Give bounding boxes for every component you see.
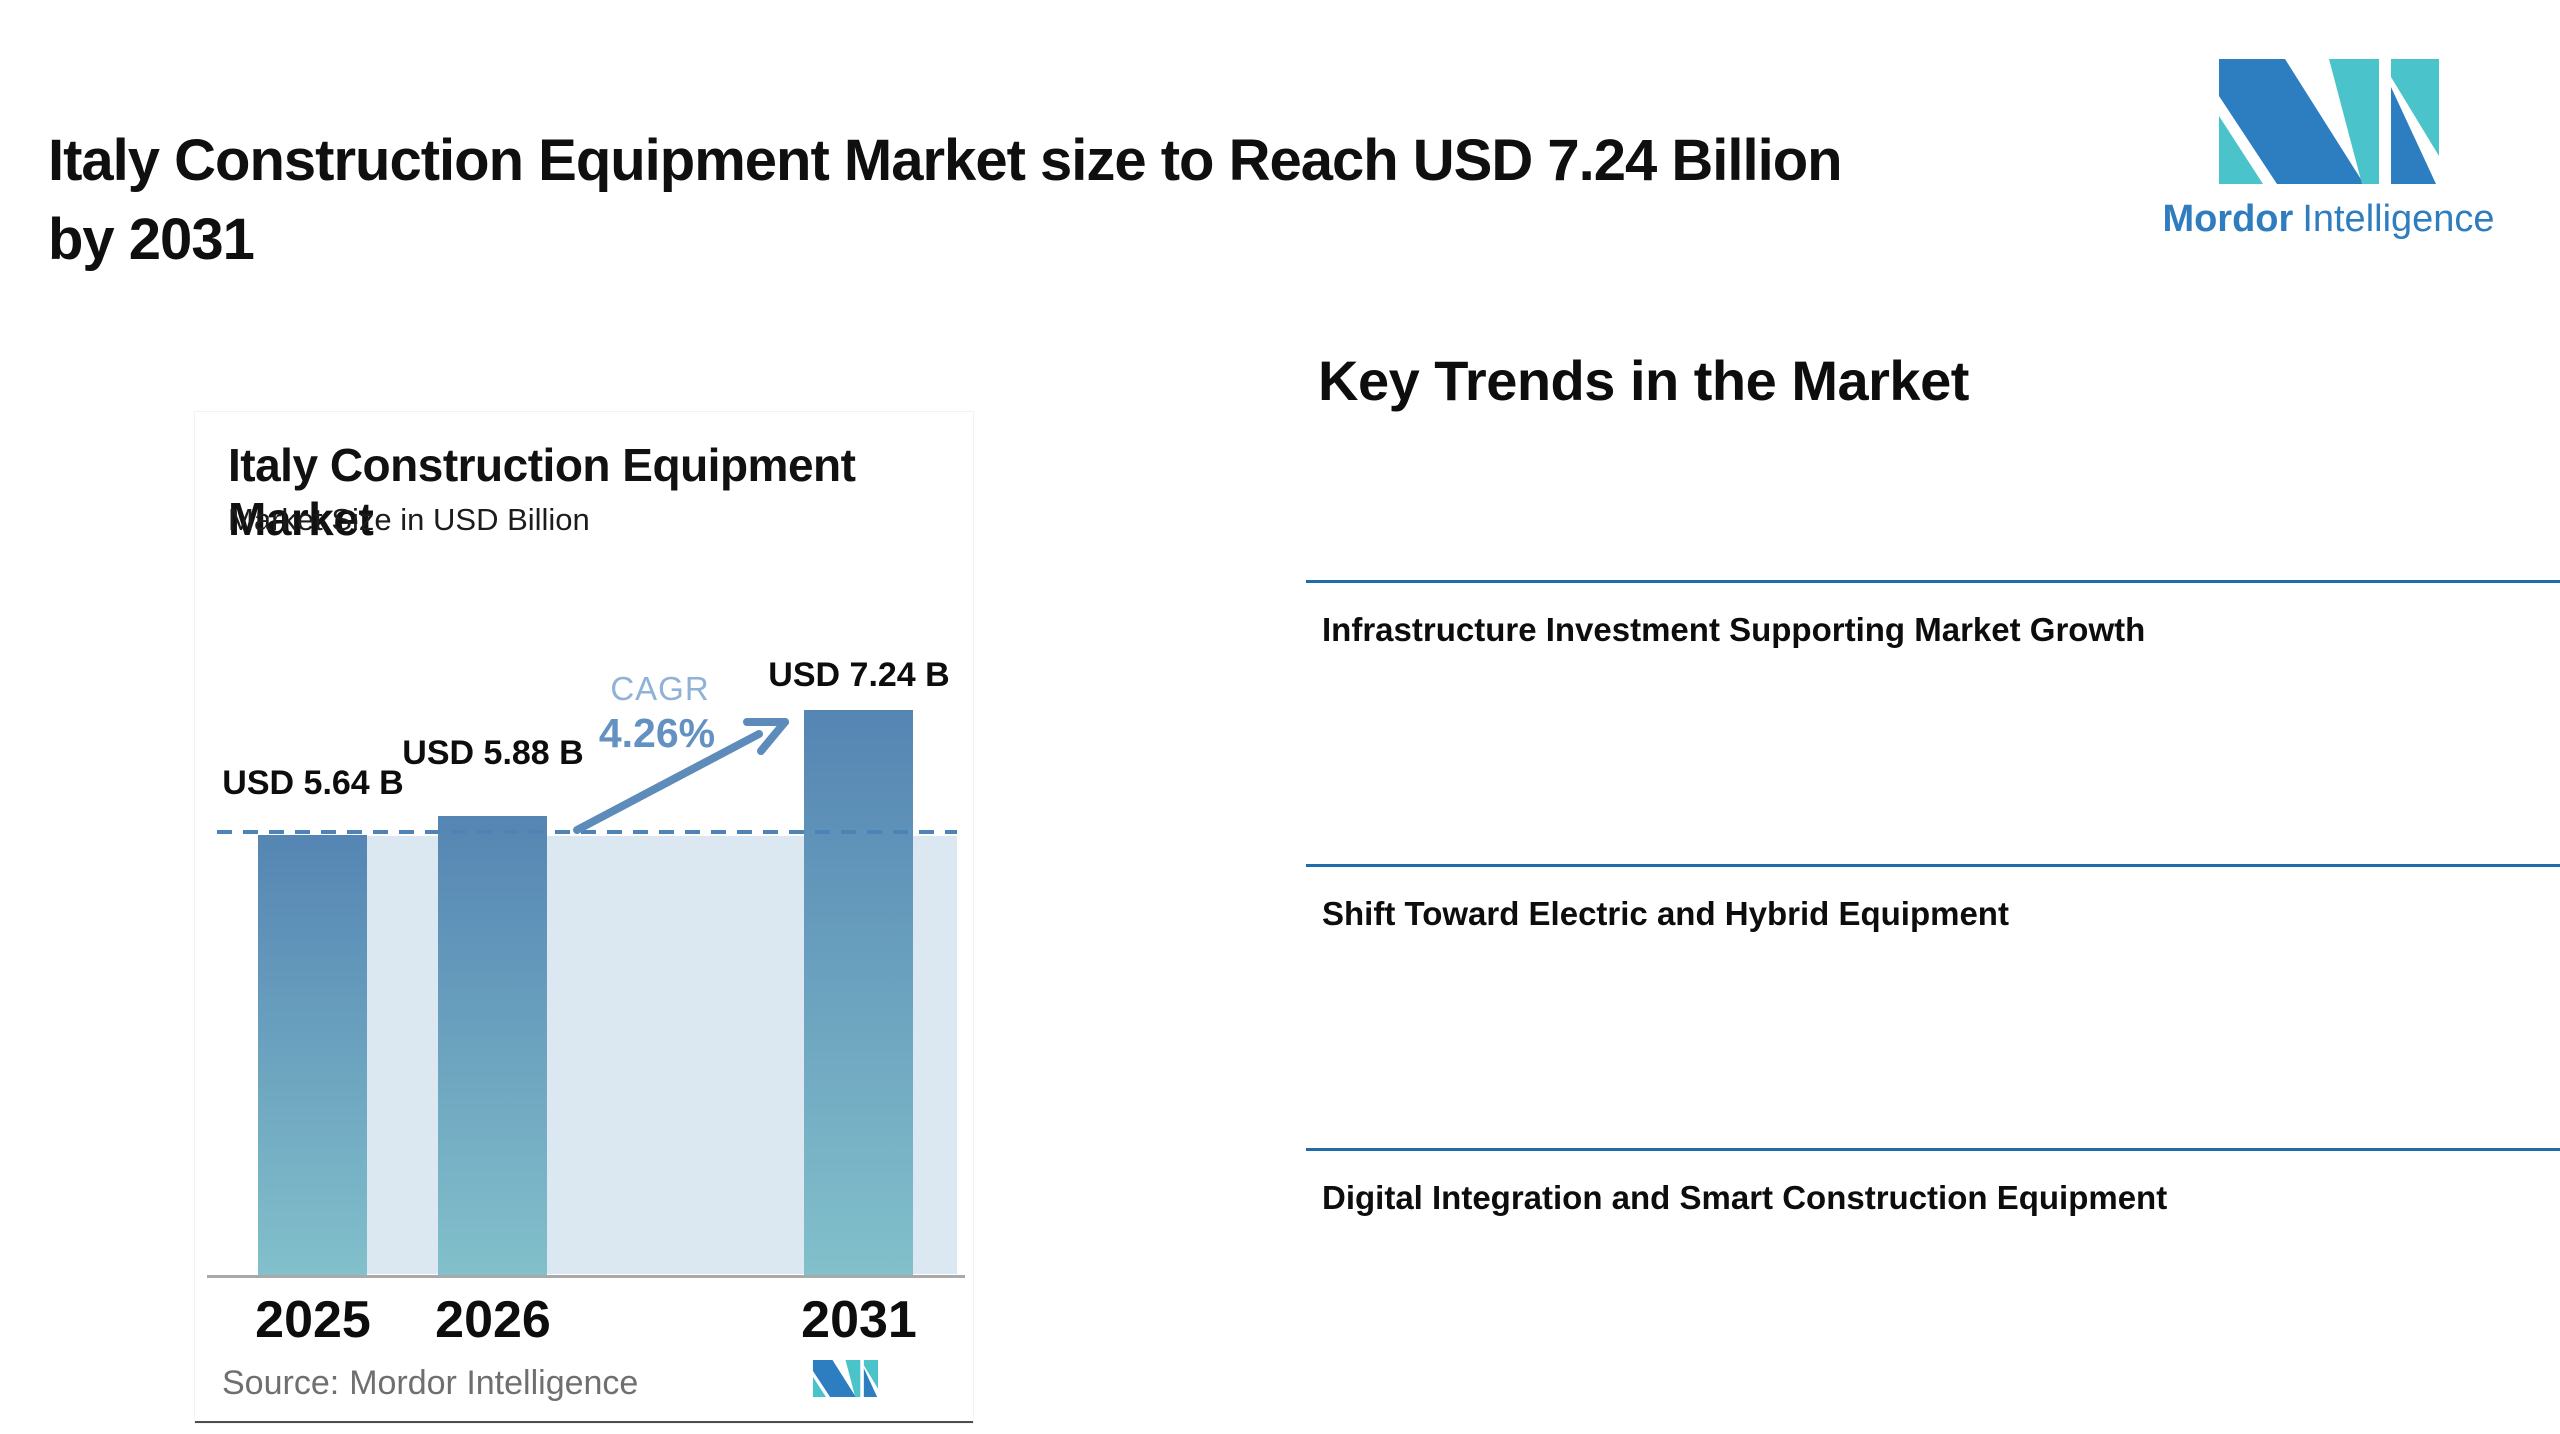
trend-divider bbox=[1306, 864, 2560, 867]
bar-2031 bbox=[804, 710, 913, 1275]
source-label: Source: bbox=[222, 1364, 340, 1402]
trend-row: Infrastructure Investment Supporting Mar… bbox=[1306, 580, 2560, 649]
mordor-logo-mini-icon bbox=[812, 1360, 879, 1397]
bar-value-2031: USD 7.24 B bbox=[768, 656, 950, 694]
page-title-line1: Italy Construction Equipment Market size… bbox=[48, 127, 1843, 193]
x-axis-line bbox=[207, 1275, 965, 1278]
chart-subtitle: Market Size in USD Billion bbox=[228, 502, 590, 537]
trend-divider bbox=[1306, 580, 2560, 583]
page-title-line2: by 2031 bbox=[48, 206, 255, 272]
market-chart-card: Italy Construction Equipment Market Mark… bbox=[195, 412, 973, 1423]
x-label-2031: 2031 bbox=[801, 1291, 917, 1349]
logo-word-mordor: Mordor bbox=[2162, 198, 2294, 240]
trend-title-infrastructure: Infrastructure Investment Supporting Mar… bbox=[1322, 611, 2146, 648]
cagr-label: CAGR bbox=[610, 670, 710, 707]
cagr-value: 4.26% bbox=[598, 710, 716, 756]
trend-title-digital-integration: Digital Integration and Smart Constructi… bbox=[1322, 1179, 2168, 1216]
trend-row: Digital Integration and Smart Constructi… bbox=[1306, 1148, 2560, 1217]
mordor-logo-icon bbox=[2218, 59, 2439, 184]
source-value: Mordor Intelligence bbox=[349, 1364, 639, 1402]
trend-row: Shift Toward Electric and Hybrid Equipme… bbox=[1306, 864, 2560, 933]
bar-2026 bbox=[438, 816, 547, 1275]
x-label-2025: 2025 bbox=[255, 1291, 371, 1349]
trend-title-electric-hybrid: Shift Toward Electric and Hybrid Equipme… bbox=[1322, 895, 2009, 932]
mordor-logo: Mordor Intelligence bbox=[2162, 8, 2495, 303]
source-note: Source: Mordor Intelligence bbox=[222, 1364, 638, 1403]
bar-2025 bbox=[258, 835, 367, 1275]
x-label-2026: 2026 bbox=[435, 1291, 551, 1349]
bar-value-2026: USD 5.88 B bbox=[402, 734, 584, 772]
key-trends-heading: Key Trends in the Market bbox=[1318, 349, 1969, 412]
bar-value-2025: USD 5.64 B bbox=[222, 764, 404, 802]
trend-divider bbox=[1306, 1148, 2560, 1151]
baseline-dashed-line bbox=[217, 830, 957, 834]
page-title: Italy Construction Equipment Market size… bbox=[48, 121, 2198, 279]
cagr-arrow-icon bbox=[573, 718, 789, 834]
chart-title: Italy Construction Equipment Market bbox=[228, 439, 856, 545]
mordor-logo-wordmark: Mordor Intelligence bbox=[2162, 198, 2494, 241]
logo-word-intelligence: Intelligence bbox=[2302, 198, 2495, 240]
